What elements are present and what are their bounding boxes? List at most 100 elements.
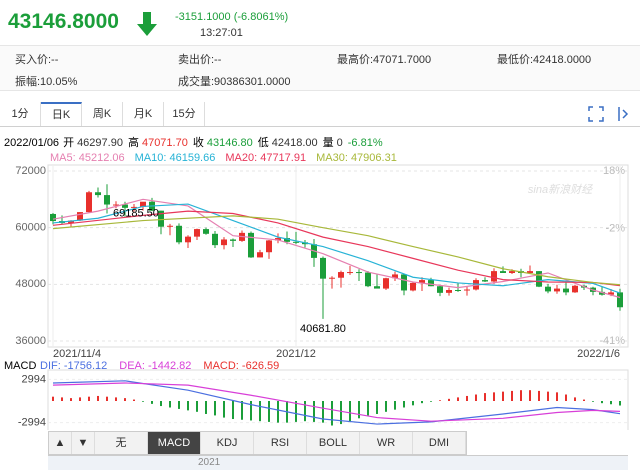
- candle-body: [230, 239, 236, 241]
- indicator-tab[interactable]: 无: [95, 432, 148, 454]
- macd-bar: [448, 398, 450, 401]
- macd-bar: [457, 397, 459, 401]
- indicator-tabs: ▲ ▼ 无 MACD KDJ RSI BOLL WR DMI: [48, 431, 467, 455]
- indicator-tab[interactable]: MACD: [148, 432, 201, 454]
- ma-line: [52, 210, 621, 287]
- candle-body: [293, 241, 299, 243]
- macd-bar: [214, 401, 216, 416]
- macd-bar: [124, 398, 126, 401]
- candle-body: [545, 286, 551, 292]
- ma-legend: MA20: 47717.91: [225, 152, 306, 164]
- macd-bar: [610, 401, 612, 405]
- candle-body: [320, 257, 326, 279]
- candle-body: [158, 210, 164, 227]
- info-value: 0: [337, 137, 343, 149]
- candle-body: [572, 285, 578, 293]
- macd-bar: [601, 401, 603, 404]
- tab[interactable]: 15分: [164, 102, 205, 126]
- candle-body: [86, 192, 92, 213]
- indicator-tab[interactable]: ▲: [49, 432, 72, 454]
- candle-body: [212, 233, 218, 246]
- tab[interactable]: 月K: [123, 102, 164, 126]
- watermark: sina新浪财经: [528, 183, 593, 196]
- candle-body: [338, 272, 344, 278]
- candle-body: [275, 238, 281, 241]
- macd-bar: [241, 401, 243, 420]
- macd-bar: [430, 401, 432, 402]
- candle-body: [266, 240, 272, 253]
- macd-title: MACD: [4, 360, 36, 372]
- candle-body: [140, 201, 146, 207]
- macd-bar: [70, 398, 72, 401]
- macd-bar: [619, 401, 621, 406]
- candle-body: [68, 220, 74, 223]
- info-key: 量: [323, 136, 334, 149]
- candle-body: [482, 280, 488, 282]
- indicator-tab[interactable]: DMI: [413, 432, 466, 454]
- ma-line: [52, 215, 621, 286]
- candle-body: [392, 274, 398, 279]
- macd-bar: [232, 401, 234, 420]
- macd-bar: [547, 391, 549, 401]
- candle-body: [401, 274, 407, 291]
- macd-bar: [97, 395, 99, 401]
- candle-body: [563, 288, 569, 293]
- macd-bar: [79, 397, 81, 401]
- candle-body: [356, 272, 362, 274]
- time: 13:27:01: [200, 27, 243, 39]
- tab[interactable]: 周K: [82, 102, 123, 126]
- candle-body: [608, 292, 614, 295]
- macd-bar: [115, 397, 117, 401]
- indicator-tab[interactable]: BOLL: [307, 432, 360, 454]
- chart: 2022/01/06 开 46297.90 高 47071.70 收 43146.80 低 42…: [4, 135, 629, 430]
- y2-tick-label: 18%: [603, 165, 625, 177]
- macd-bar: [358, 401, 360, 419]
- candle-body: [257, 252, 263, 258]
- info-key: 低: [258, 136, 269, 149]
- indicator-tab[interactable]: ▼: [72, 432, 95, 454]
- info-key: 高: [128, 135, 139, 149]
- annotation: 40681.80: [300, 323, 346, 335]
- candle-body: [617, 292, 623, 308]
- macd-bar: [556, 392, 558, 401]
- candle-body: [446, 290, 452, 293]
- macd-bar: [151, 401, 153, 404]
- candle-body: [347, 272, 353, 274]
- tab[interactable]: 日K: [41, 102, 82, 126]
- y-tick-label: 72000: [15, 165, 46, 177]
- macd-bar: [178, 401, 180, 409]
- macd-bar: [349, 401, 351, 422]
- candle-body: [536, 271, 542, 287]
- field: 成交量:90386301.0000: [178, 76, 291, 88]
- ma-legend: MA30: 47906.31: [316, 152, 397, 164]
- macd-bar: [565, 394, 567, 401]
- candle-body: [383, 278, 389, 289]
- macd-tick-label: 2994: [22, 373, 46, 385]
- macd-bar: [592, 401, 594, 402]
- macd-bar: [502, 391, 504, 401]
- macd-bar: [160, 401, 162, 407]
- indicator-tab[interactable]: WR: [360, 432, 413, 454]
- macd-bar: [385, 401, 387, 412]
- candle-body: [284, 238, 290, 242]
- candle-body: [455, 290, 461, 291]
- candle-body: [491, 271, 497, 282]
- candle-body: [113, 204, 119, 206]
- candle-body: [509, 271, 515, 273]
- macd-bar: [205, 401, 207, 414]
- candle-body: [365, 272, 371, 287]
- macd-bar: [367, 401, 369, 416]
- ma-legend: MA10: 46159.66: [135, 152, 216, 164]
- period-tabs: 1分 日K 周K 月K 15分: [0, 102, 640, 127]
- indicator-tab[interactable]: KDJ: [201, 432, 254, 454]
- price: 43146.8000: [8, 10, 119, 33]
- indicator-tab[interactable]: RSI: [254, 432, 307, 454]
- info-key: 收: [193, 135, 204, 149]
- field: 卖出价:--: [178, 54, 222, 66]
- tab[interactable]: 1分: [0, 102, 41, 126]
- toolbar-icons[interactable]: [588, 106, 634, 122]
- macd-bar: [511, 390, 513, 401]
- macd-tick-label: -2994: [18, 416, 46, 428]
- range-label: 2021: [198, 457, 221, 468]
